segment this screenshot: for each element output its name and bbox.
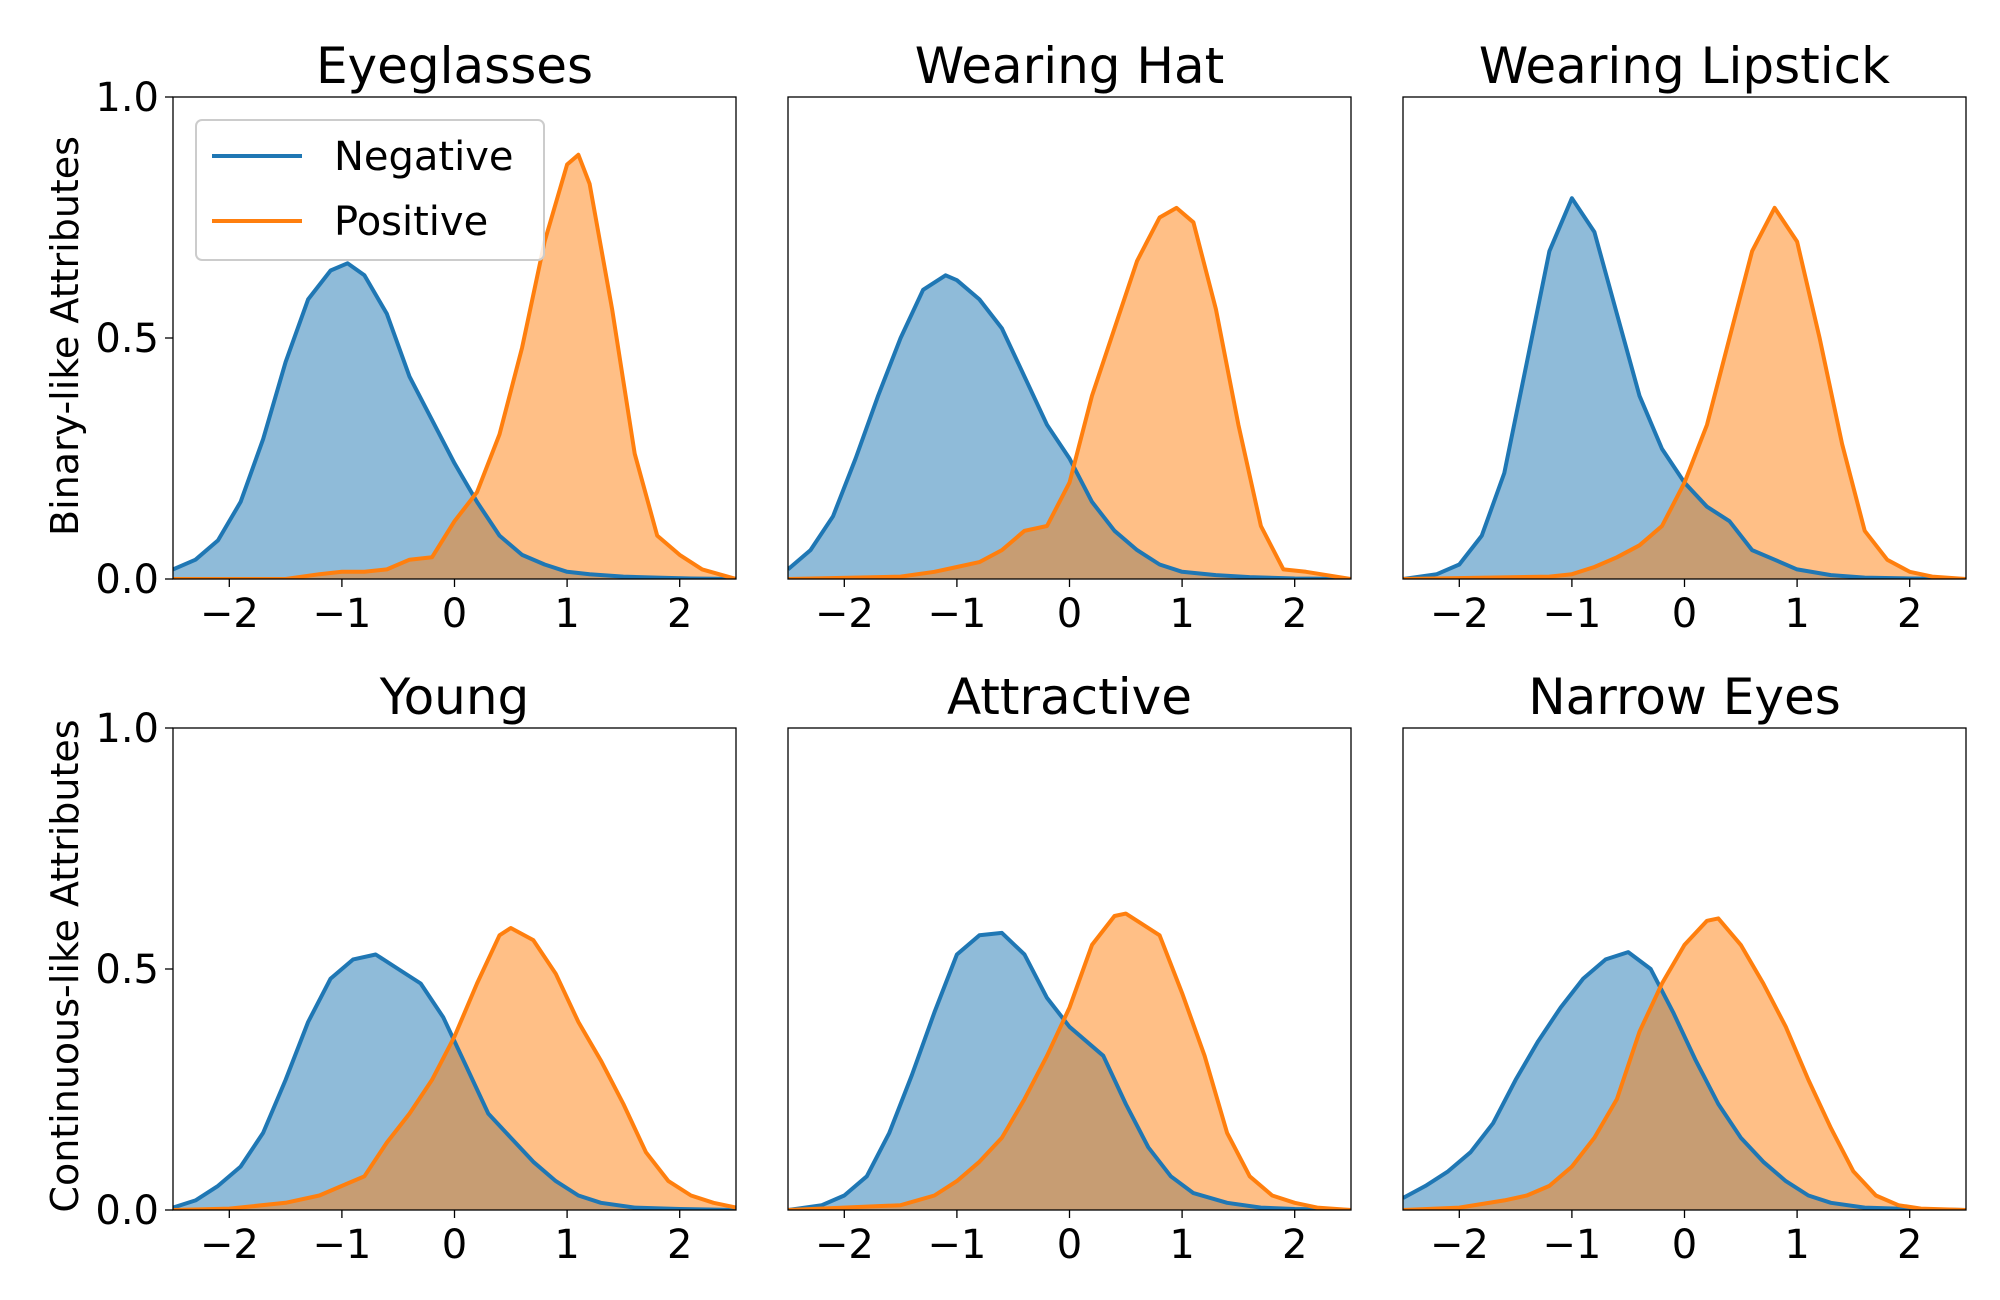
x-tick-label: −2	[200, 591, 259, 637]
x-tick-label: 0	[1057, 591, 1082, 637]
y-tick-label: 1.0	[95, 75, 159, 121]
legend: Negative Positive	[195, 119, 545, 261]
negative-line	[173, 261, 736, 579]
x-tick-label: 1	[1169, 1222, 1194, 1268]
negative-line	[1403, 950, 1966, 1210]
panel-title: Eyeglasses	[316, 37, 593, 95]
panel-narrow-eyes: −2 −1 0 1 2 Narrow Eyes	[1402, 668, 1967, 1268]
plot-area	[788, 205, 1351, 579]
positive-line	[1403, 916, 1966, 1210]
positive-area	[788, 913, 1351, 1210]
x-tick-label: 2	[1897, 591, 1922, 637]
y-tick-label: 1.0	[95, 706, 159, 752]
legend-label-negative: Negative	[334, 134, 514, 180]
x-tick-label: −1	[927, 1222, 986, 1268]
x-tick-label: −2	[815, 1222, 874, 1268]
positive-line	[788, 911, 1351, 1210]
panel-wearing-lipstick: −2 −1 0 1 2 Wearing Lipstick	[1402, 37, 1967, 637]
negative-line	[788, 930, 1351, 1210]
panel-title: Narrow Eyes	[1528, 668, 1841, 726]
positive-line	[173, 926, 736, 1210]
x-tick-label: 0	[442, 1222, 467, 1268]
negative-area	[1403, 198, 1966, 579]
negative-area	[788, 275, 1351, 579]
positive-area	[1403, 207, 1966, 579]
negative-area	[173, 263, 736, 579]
x-tick-label: −2	[1430, 591, 1489, 637]
panel-title: Young	[379, 668, 530, 726]
x-tick-label: 1	[554, 1222, 579, 1268]
x-tick-label: −2	[1430, 1222, 1489, 1268]
x-tick-label: 0	[1057, 1222, 1082, 1268]
x-tick-label: 2	[1282, 591, 1307, 637]
x-tick-label: 2	[1897, 1222, 1922, 1268]
x-tick-label: −1	[1542, 591, 1601, 637]
positive-area	[173, 154, 736, 579]
x-tick-label: −1	[312, 591, 371, 637]
x-tick-label: 1	[554, 591, 579, 637]
x-tick-label: −1	[312, 1222, 371, 1268]
positive-area	[1403, 918, 1966, 1210]
panel-attractive: −2 −1 0 1 2 Attractive	[787, 668, 1352, 1268]
negative-line	[1403, 196, 1966, 579]
legend-label-positive: Positive	[334, 199, 488, 245]
x-tick-label: 2	[667, 591, 692, 637]
plot-area	[1403, 196, 1966, 579]
panel-title: Attractive	[947, 668, 1192, 726]
row-label-continuous: Continuous-like Attributes	[43, 719, 87, 1212]
x-tick-label: 0	[1672, 591, 1697, 637]
plot-area	[173, 926, 736, 1210]
panel-title: Wearing Hat	[915, 37, 1225, 95]
panel-wearing-hat: −2 −1 0 1 2 Wearing Hat	[787, 37, 1352, 637]
negative-line	[788, 273, 1351, 579]
x-tick-label: 1	[1784, 591, 1809, 637]
x-tick-label: 1	[1169, 591, 1194, 637]
x-tick-label: −2	[200, 1222, 259, 1268]
positive-line	[788, 205, 1351, 579]
panel-title: Wearing Lipstick	[1479, 37, 1890, 95]
x-tick-label: 2	[1282, 1222, 1307, 1268]
positive-line	[1403, 205, 1966, 579]
y-tick-label: 0.5	[95, 947, 159, 993]
y-tick-label: 0.5	[95, 316, 159, 362]
plot-area	[173, 152, 736, 579]
x-tick-label: 0	[1672, 1222, 1697, 1268]
y-tick-label: 0.0	[95, 557, 159, 603]
positive-area	[173, 928, 736, 1210]
x-tick-label: 1	[1784, 1222, 1809, 1268]
plot-area	[788, 911, 1351, 1210]
x-tick-label: −2	[815, 591, 874, 637]
x-tick-label: −1	[1542, 1222, 1601, 1268]
x-tick-label: 2	[667, 1222, 692, 1268]
panels: −2 −1 0 1 2 0.0 0.5 1.0 Eyeglasses −2 −1 0 1 2 Wearing…	[95, 37, 1967, 1268]
positive-area	[788, 207, 1351, 579]
y-tick-label: 0.0	[95, 1188, 159, 1234]
x-tick-label: −1	[927, 591, 986, 637]
x-tick-label: 0	[442, 591, 467, 637]
panel-young: −2 −1 0 1 2 0.0 0.5 1.0 Young	[95, 668, 737, 1268]
positive-line	[173, 152, 736, 579]
negative-line	[173, 952, 736, 1210]
plot-area	[1403, 916, 1966, 1210]
row-label-binary: Binary-like Attributes	[43, 136, 87, 536]
panel-eyeglasses: −2 −1 0 1 2 0.0 0.5 1.0 Eyeglasses	[95, 37, 737, 637]
